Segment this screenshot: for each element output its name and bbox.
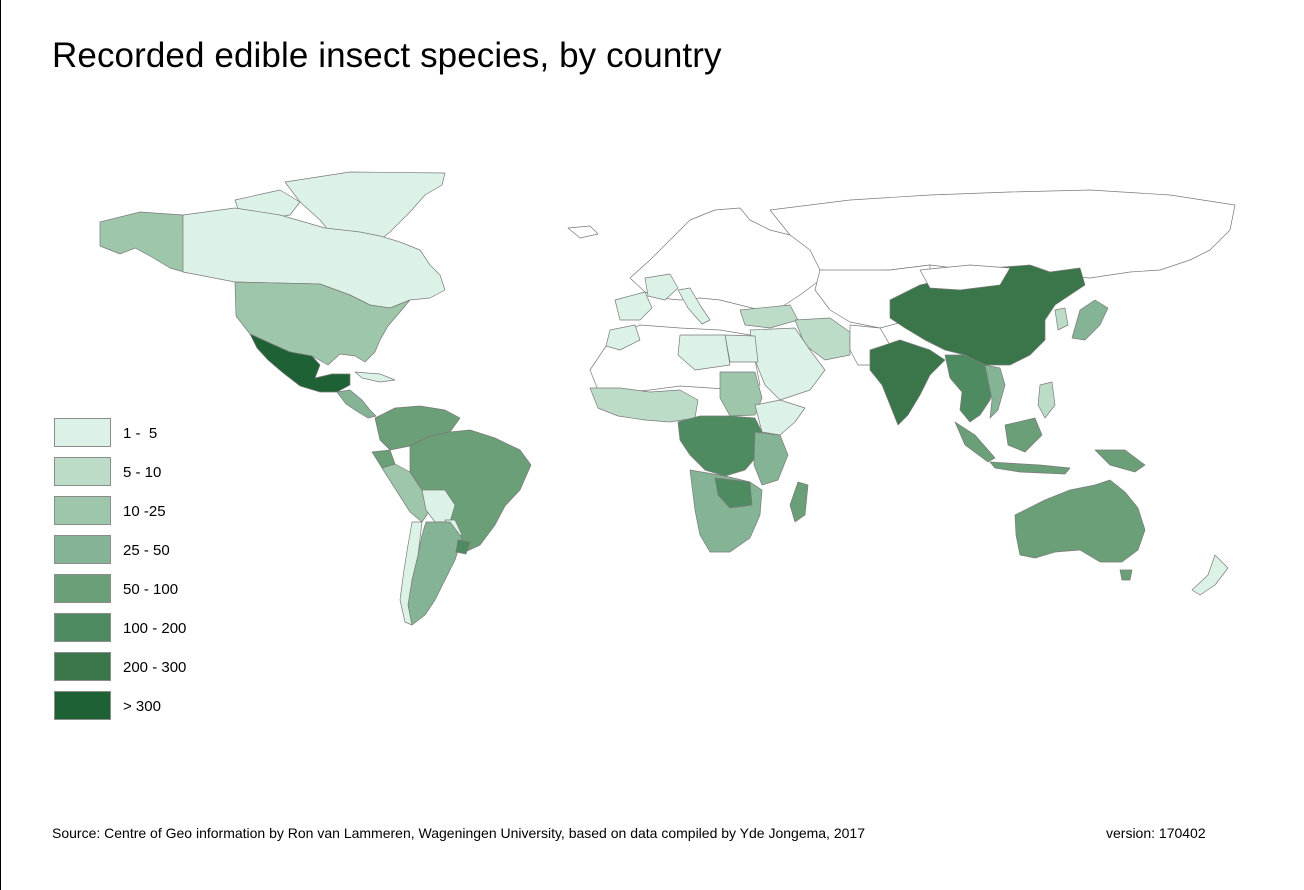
- new-zealand: [1191, 554, 1229, 596]
- uruguay: [455, 539, 471, 555]
- east-africa: [753, 431, 789, 486]
- iberia: [614, 291, 653, 321]
- mongolia: [919, 264, 1011, 291]
- australia: [1014, 479, 1146, 563]
- legend-swatch: [54, 418, 111, 447]
- indonesia-java: [989, 461, 1071, 475]
- version-label: version: 170402: [1106, 825, 1206, 841]
- legend-swatch: [54, 457, 111, 486]
- legend-label: 1 - 5: [123, 425, 158, 442]
- caribbean: [354, 371, 396, 383]
- central-america: [336, 389, 377, 419]
- central-africa: [677, 415, 763, 477]
- libya: [677, 334, 731, 371]
- japan: [1071, 299, 1109, 341]
- india: [869, 339, 946, 426]
- legend-label: 200 - 300: [123, 659, 187, 676]
- world-map: [50, 160, 1240, 640]
- indonesia-borneo: [1004, 417, 1043, 453]
- map-legend: 1 - 5 5 - 10 10 -25 25 - 50 50 - 100 100…: [54, 418, 254, 730]
- indonesia-sumatra: [954, 421, 996, 463]
- legend-item: 50 - 100: [54, 574, 254, 613]
- new-guinea: [1094, 449, 1146, 473]
- greenland: [284, 171, 446, 257]
- zambia-zimbabwe: [714, 477, 753, 509]
- legend-item: 1 - 5: [54, 418, 254, 457]
- legend-label: 100 - 200: [123, 620, 187, 637]
- turkey: [739, 304, 799, 329]
- legend-item: 200 - 300: [54, 652, 254, 691]
- china: [889, 264, 1086, 366]
- legend-item: 25 - 50: [54, 535, 254, 574]
- legend-swatch: [54, 574, 111, 603]
- legend-label: 50 - 100: [123, 581, 179, 598]
- arabian-peninsula: [749, 327, 826, 401]
- korea: [1054, 307, 1069, 331]
- legend-swatch: [54, 652, 111, 681]
- chile: [399, 521, 423, 626]
- france: [644, 273, 679, 301]
- madagascar: [789, 481, 809, 523]
- southeast-asia-mainland: [944, 354, 996, 423]
- legend-item: 10 -25: [54, 496, 254, 535]
- legend-label: 25 - 50: [123, 542, 170, 559]
- page-frame-edge: [0, 0, 1, 890]
- iceland: [567, 225, 599, 239]
- egypt: [724, 334, 759, 363]
- italy: [677, 287, 711, 325]
- west-africa: [589, 387, 699, 423]
- philippines: [1037, 381, 1056, 419]
- legend-item: 5 - 10: [54, 457, 254, 496]
- legend-label: 5 - 10: [123, 464, 162, 481]
- legend-label: > 300: [123, 698, 161, 715]
- source-credit: Source: Centre of Geo information by Ron…: [52, 825, 865, 841]
- ethiopia-somalia: [754, 399, 806, 436]
- morocco: [605, 324, 641, 351]
- legend-swatch: [54, 613, 111, 642]
- legend-swatch: [54, 535, 111, 564]
- vietnam: [984, 364, 1006, 419]
- sudan: [719, 371, 763, 417]
- legend-swatch: [54, 691, 111, 720]
- map-title: Recorded edible insect species, by count…: [52, 36, 722, 75]
- alaska: [99, 211, 185, 273]
- russia: [769, 189, 1236, 279]
- legend-label: 10 -25: [123, 503, 166, 520]
- mexico: [249, 333, 351, 393]
- legend-item: 100 - 200: [54, 613, 254, 652]
- legend-swatch: [54, 496, 111, 525]
- tasmania: [1119, 569, 1133, 581]
- legend-item: > 300: [54, 691, 254, 730]
